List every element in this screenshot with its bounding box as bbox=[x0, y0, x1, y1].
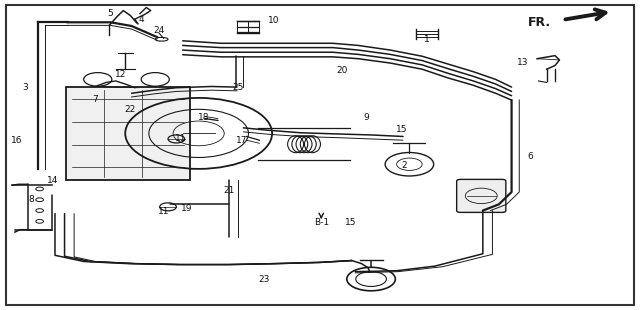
Text: 21: 21 bbox=[223, 186, 235, 195]
Text: 11: 11 bbox=[175, 134, 186, 143]
Text: 18: 18 bbox=[198, 113, 209, 122]
Text: B-1: B-1 bbox=[314, 218, 329, 227]
Text: 14: 14 bbox=[47, 176, 59, 185]
Text: 23: 23 bbox=[258, 275, 269, 284]
Text: FR.: FR. bbox=[528, 16, 551, 29]
Text: 22: 22 bbox=[124, 105, 135, 114]
Circle shape bbox=[36, 219, 44, 223]
Text: 15: 15 bbox=[396, 125, 408, 134]
Text: 6: 6 bbox=[528, 152, 534, 161]
Text: 20: 20 bbox=[337, 66, 348, 75]
FancyBboxPatch shape bbox=[457, 179, 506, 212]
Circle shape bbox=[36, 198, 44, 202]
Text: 2: 2 bbox=[401, 161, 407, 170]
Text: 16: 16 bbox=[11, 136, 22, 145]
Text: 1: 1 bbox=[424, 35, 430, 44]
Text: 15: 15 bbox=[345, 218, 356, 228]
Circle shape bbox=[36, 187, 44, 191]
Text: 10: 10 bbox=[268, 16, 280, 25]
Text: 19: 19 bbox=[181, 204, 193, 213]
Circle shape bbox=[36, 209, 44, 212]
Text: 25: 25 bbox=[232, 83, 244, 92]
Text: 13: 13 bbox=[517, 58, 529, 67]
Text: 17: 17 bbox=[236, 136, 248, 145]
Text: 24: 24 bbox=[154, 25, 164, 34]
Text: 4: 4 bbox=[138, 15, 144, 24]
Text: 12: 12 bbox=[115, 70, 127, 79]
Text: 8: 8 bbox=[28, 195, 34, 204]
Text: 9: 9 bbox=[363, 113, 369, 122]
Text: 11: 11 bbox=[158, 207, 170, 216]
Text: 7: 7 bbox=[92, 95, 98, 104]
Text: 5: 5 bbox=[108, 9, 113, 18]
Bar bbox=[66, 87, 190, 180]
Text: 3: 3 bbox=[22, 82, 28, 92]
